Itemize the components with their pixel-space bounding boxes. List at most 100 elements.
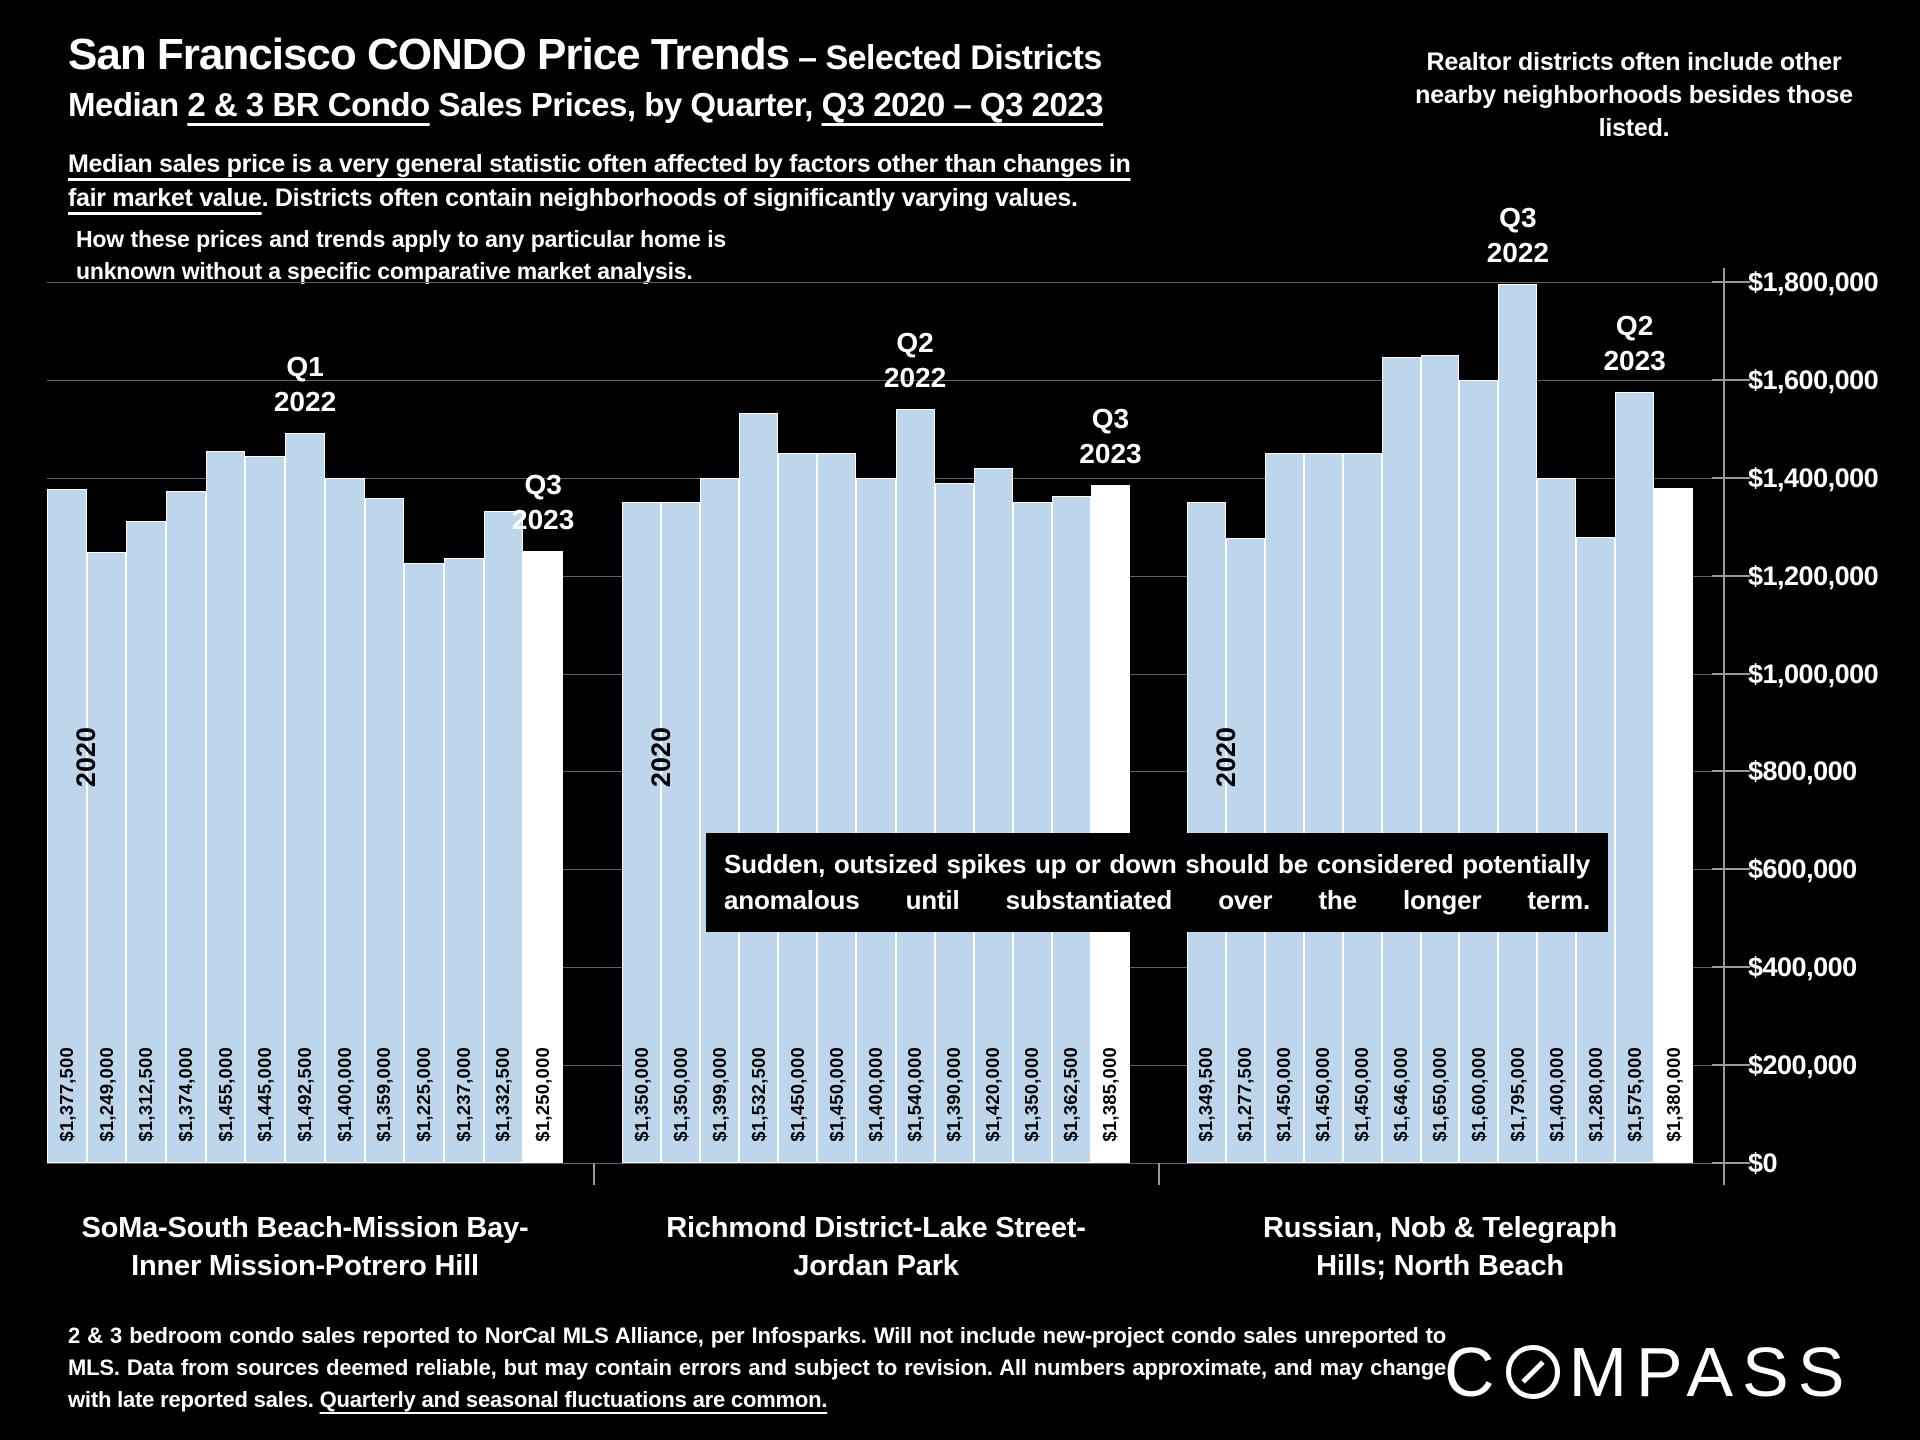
cma-note: How these prices and trends apply to any… bbox=[76, 226, 726, 284]
bar-value-label-wrap: $1,377,500 bbox=[48, 1047, 86, 1142]
bar-value-label: $1,380,000 bbox=[1662, 1047, 1684, 1142]
bar: $1,362,500 bbox=[1051, 496, 1091, 1163]
bar: $1,450,000 bbox=[778, 453, 818, 1163]
bar-value-label-wrap: $1,359,000 bbox=[366, 1047, 404, 1142]
bar-value-label: $1,350,000 bbox=[630, 1047, 652, 1142]
bar-value-label: $1,532,500 bbox=[747, 1047, 769, 1142]
median-disclaimer-underlined: Median sales price is a very general sta… bbox=[68, 150, 1131, 212]
bar: $1,350,000 bbox=[1012, 502, 1052, 1163]
page-title-main: San Francisco CONDO Price Trends bbox=[68, 30, 790, 79]
bar-value-label: $1,795,000 bbox=[1506, 1047, 1528, 1142]
footer-text: 2 & 3 bedroom condo sales reported to No… bbox=[68, 1323, 1446, 1412]
bar: $1,450,000 bbox=[817, 453, 857, 1163]
bar-value-label-wrap: $1,450,000 bbox=[1344, 1047, 1381, 1142]
realtor-districts-note: Realtor districts often include other ne… bbox=[1415, 48, 1853, 142]
bar: $1,359,000 bbox=[364, 498, 405, 1163]
quarter-annotation: Q1 2022 bbox=[273, 351, 337, 417]
bar-value-label: $1,600,000 bbox=[1467, 1047, 1489, 1142]
bar-value-label-wrap: $1,646,000 bbox=[1383, 1047, 1420, 1142]
bar-group: $1,377,500 $1,249,000 $1,312,500 $1,374,000… bbox=[47, 270, 574, 1163]
y-axis-line bbox=[1723, 268, 1725, 1185]
gridline bbox=[47, 282, 1723, 283]
bar-value-label-wrap: $1,450,000 bbox=[818, 1047, 855, 1142]
bar-value-label-wrap: $1,385,000 bbox=[1092, 1047, 1129, 1142]
spikes-callout-note: Sudden, outsized spikes up or down shoul… bbox=[706, 833, 1608, 932]
y-axis-label: $1,000,000 bbox=[1748, 658, 1879, 689]
subtitle-underline-1: 2 & 3 BR Condo bbox=[187, 86, 430, 123]
bar-value-label: $1,280,000 bbox=[1584, 1047, 1606, 1142]
bar-value-label-wrap: $1,450,000 bbox=[1266, 1047, 1303, 1142]
y-axis-label: $1,400,000 bbox=[1748, 462, 1879, 493]
bar-value-label-wrap: $1,249,000 bbox=[88, 1047, 126, 1142]
bar: $1,374,000 bbox=[166, 491, 206, 1163]
bar: $1,400,000 bbox=[324, 478, 365, 1163]
bar-value-label-wrap: $1,445,000 bbox=[246, 1047, 284, 1142]
bar: $1,650,000 bbox=[1420, 355, 1460, 1163]
bar-value-label: $1,359,000 bbox=[373, 1047, 395, 1142]
bar: $1,249,000 bbox=[86, 552, 127, 1163]
bar-value-label: $1,575,000 bbox=[1623, 1047, 1645, 1142]
bar-group: $1,349,500 $1,277,500 $1,450,000 $1,450,000… bbox=[1187, 202, 1693, 1163]
start-year-label: 2020 bbox=[1211, 726, 1241, 787]
bar: $1,450,000 bbox=[1303, 453, 1343, 1163]
compass-o-icon bbox=[1505, 1345, 1560, 1399]
bar-value-label: $1,390,000 bbox=[943, 1047, 965, 1142]
bar-value-label-wrap: $1,362,500 bbox=[1053, 1047, 1090, 1142]
bar-value-label: $1,349,500 bbox=[1195, 1047, 1217, 1142]
bar-value-label: $1,399,000 bbox=[708, 1047, 730, 1142]
quarter-annotation: Q2 2022 bbox=[883, 327, 947, 393]
bar: $1,350,000 bbox=[661, 502, 701, 1163]
y-axis-tick bbox=[1712, 476, 1750, 479]
bar-value-label: $1,400,000 bbox=[333, 1047, 355, 1142]
bar-value-label: $1,400,000 bbox=[865, 1047, 886, 1142]
bar-value-label-wrap: $1,532,500 bbox=[740, 1047, 777, 1142]
compass-logo-mpass: MPASS bbox=[1568, 1333, 1854, 1411]
bar-value-label: $1,277,500 bbox=[1234, 1047, 1256, 1142]
bar: $1,400,000 bbox=[856, 478, 896, 1163]
bar-value-label: $1,450,000 bbox=[1312, 1047, 1334, 1142]
bar-value-label-wrap: $1,349,500 bbox=[1188, 1047, 1225, 1142]
y-axis-label: $800,000 bbox=[1748, 756, 1857, 787]
y-axis-tick bbox=[1712, 281, 1750, 283]
bar: $1,420,000 bbox=[973, 468, 1013, 1163]
bar-value-label: $1,450,000 bbox=[1273, 1047, 1295, 1142]
bar-value-label-wrap: $1,332,500 bbox=[485, 1047, 523, 1142]
y-axis-label: $400,000 bbox=[1748, 952, 1857, 983]
bar-value-label-wrap: $1,540,000 bbox=[897, 1047, 934, 1142]
bar-value-label-wrap: $1,492,500 bbox=[286, 1047, 324, 1142]
y-axis-tick bbox=[1712, 574, 1750, 577]
bar-value-label: $1,312,500 bbox=[135, 1047, 157, 1142]
bar-value-label: $1,350,000 bbox=[669, 1047, 691, 1142]
quarter-annotation: Q2 2023 bbox=[1603, 310, 1666, 376]
page-subtitle: Median 2 & 3 BR Condo Sales Prices, by Q… bbox=[68, 86, 1104, 124]
bar-value-label-wrap: $1,600,000 bbox=[1460, 1047, 1497, 1142]
bar-value-label: $1,250,000 bbox=[532, 1047, 554, 1142]
bar-value-label: $1,362,500 bbox=[1060, 1047, 1082, 1142]
y-axis-tick bbox=[1712, 966, 1750, 969]
bar-value-label-wrap: $1,350,000 bbox=[623, 1047, 660, 1142]
bar: $1,390,000 bbox=[934, 483, 974, 1163]
bar-value-label: $1,332,500 bbox=[492, 1047, 514, 1142]
bar: $1,225,000 bbox=[404, 563, 444, 1163]
y-axis-tick bbox=[1712, 770, 1750, 773]
bar-value-label-wrap: $1,280,000 bbox=[1577, 1047, 1614, 1142]
y-axis-tick bbox=[1712, 1064, 1750, 1067]
y-axis-label: $600,000 bbox=[1748, 854, 1857, 885]
bar-value-label-wrap: $1,450,000 bbox=[1305, 1047, 1342, 1142]
bar-value-label: $1,350,000 bbox=[1021, 1047, 1043, 1142]
bar-value-label: $1,455,000 bbox=[214, 1047, 236, 1142]
compass-logo-c: C bbox=[1444, 1333, 1504, 1411]
quarter-annotation: Q3 2023 bbox=[511, 469, 575, 535]
bar-value-label: $1,225,000 bbox=[413, 1047, 435, 1142]
bar-value-label: $1,374,000 bbox=[174, 1047, 196, 1142]
bar-value-label-wrap: $1,350,000 bbox=[1014, 1047, 1051, 1142]
bar: $1,237,000 bbox=[443, 558, 484, 1163]
bar: $1,455,000 bbox=[205, 451, 246, 1163]
y-axis-tick bbox=[1712, 378, 1750, 381]
district-label: Russian, Nob & Telegraph Hills; North Be… bbox=[1263, 1212, 1617, 1282]
quarter-annotation: Q3 2023 bbox=[1079, 403, 1142, 469]
baseline-tick bbox=[1158, 1163, 1160, 1185]
median-disclaimer-note: Median sales price is a very general sta… bbox=[68, 148, 1153, 215]
bar-value-label-wrap: $1,277,500 bbox=[1227, 1047, 1264, 1142]
y-axis-tick bbox=[1712, 1162, 1750, 1164]
